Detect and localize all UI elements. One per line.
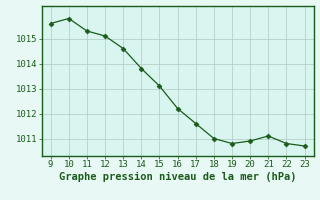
X-axis label: Graphe pression niveau de la mer (hPa): Graphe pression niveau de la mer (hPa) bbox=[59, 172, 296, 182]
